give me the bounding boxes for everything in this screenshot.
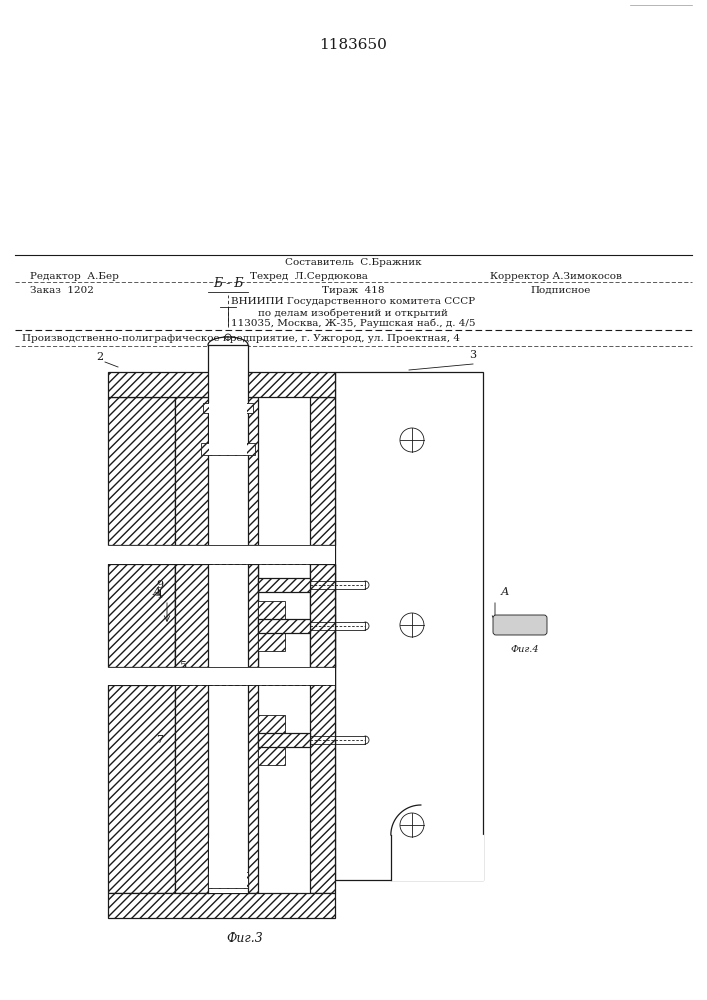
Text: 4: 4 — [156, 590, 163, 600]
Text: Редактор  А.Бер: Редактор А.Бер — [30, 272, 119, 281]
Bar — [209, 403, 247, 455]
Bar — [210, 413, 246, 443]
Bar — [108, 685, 175, 893]
Bar — [108, 372, 335, 397]
Bar — [310, 397, 335, 545]
Text: Заказ  1202: Заказ 1202 — [30, 286, 94, 295]
Text: 7: 7 — [156, 735, 163, 745]
Text: Подписное: Подписное — [530, 286, 590, 295]
Bar — [175, 564, 258, 667]
Polygon shape — [391, 835, 483, 880]
Text: Фиг.4: Фиг.4 — [510, 645, 539, 654]
Bar — [258, 715, 285, 765]
Text: 113035, Москва, Ж-35, Раушская наб., д. 4/5: 113035, Москва, Ж-35, Раушская наб., д. … — [230, 319, 475, 328]
FancyBboxPatch shape — [493, 615, 547, 635]
Bar — [258, 733, 310, 747]
Text: Производственно-полиграфическое предприятие, г. Ужгород, ул. Проектная, 4: Производственно-полиграфическое предприя… — [22, 334, 460, 343]
Text: А: А — [153, 587, 161, 597]
Bar — [108, 893, 335, 918]
Bar — [335, 372, 483, 880]
Text: Фиг.3: Фиг.3 — [227, 932, 264, 944]
Text: А: А — [501, 587, 509, 597]
Text: Корректор А.Зимокосов: Корректор А.Зимокосов — [490, 272, 622, 281]
Bar — [175, 564, 258, 893]
Text: Б - Б: Б - Б — [213, 277, 243, 290]
Text: 2: 2 — [96, 352, 103, 362]
Text: ВНИИПИ Государственного комитета СССР: ВНИИПИ Государственного комитета СССР — [231, 297, 475, 306]
Text: Тираж  418: Тираж 418 — [322, 286, 384, 295]
Text: 11: 11 — [273, 380, 287, 390]
Bar — [210, 838, 246, 852]
Text: 13: 13 — [216, 896, 230, 906]
Text: 3: 3 — [469, 350, 477, 360]
Bar — [258, 601, 285, 651]
Bar — [258, 578, 310, 592]
Bar — [108, 564, 175, 667]
Text: Техред  Л.Сердюкова: Техред Л.Сердюкова — [250, 272, 368, 281]
Bar — [258, 619, 310, 633]
Bar — [175, 397, 258, 545]
Bar — [108, 545, 335, 564]
Bar — [310, 564, 335, 667]
Bar — [208, 345, 248, 893]
Bar — [203, 403, 253, 413]
Text: 9: 9 — [156, 580, 163, 590]
Text: по делам изобретений и открытий: по делам изобретений и открытий — [258, 308, 448, 318]
Text: 5: 5 — [180, 661, 187, 671]
Bar — [209, 838, 247, 888]
Bar — [215, 852, 241, 872]
Bar — [201, 443, 255, 455]
Bar — [108, 397, 175, 545]
Bar — [310, 564, 335, 893]
Bar — [208, 872, 248, 888]
Bar — [108, 667, 335, 685]
Text: 1183650: 1183650 — [319, 38, 387, 52]
Text: Составитель  С.Бражник: Составитель С.Бражник — [285, 258, 421, 267]
